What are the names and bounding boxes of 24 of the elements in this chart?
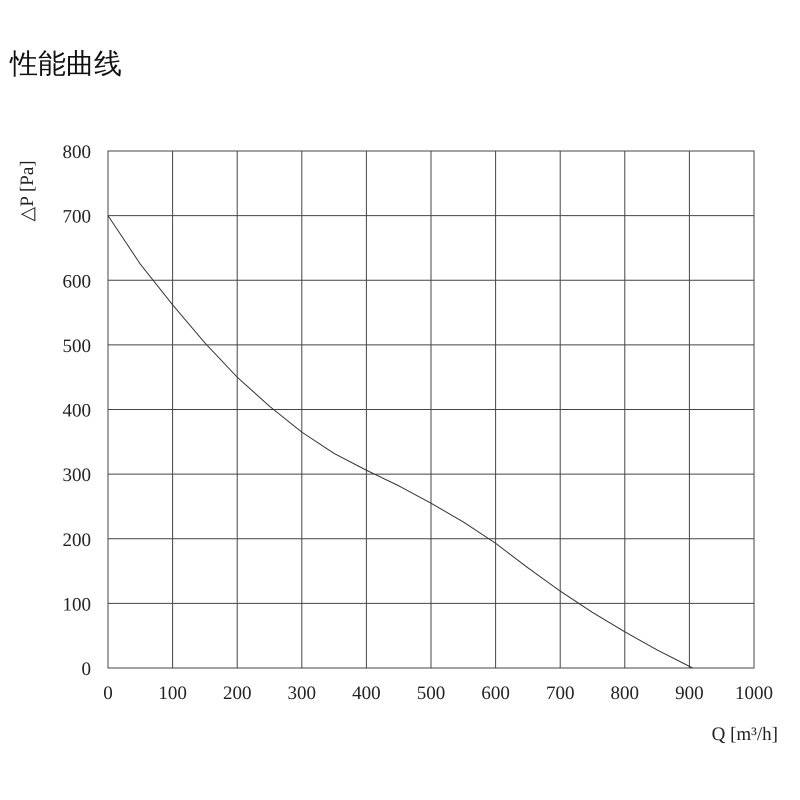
x-tick-label: 300 [288, 683, 316, 704]
y-tick-label: 0 [82, 659, 91, 680]
y-tick-label: 400 [62, 400, 91, 422]
y-axis-title: △P [Pa] [17, 160, 38, 222]
y-tick-label: 700 [62, 206, 91, 228]
x-tick-label: 200 [222, 683, 252, 704]
chart-title: 性能曲线 [9, 47, 122, 80]
y-tick-label: 300 [62, 465, 91, 486]
x-tick-label: 500 [416, 683, 446, 704]
x-tick-label: 800 [610, 683, 640, 704]
y-tick-label: 100 [62, 594, 91, 616]
x-tick-label: 100 [158, 683, 187, 704]
line-series [108, 215, 694, 668]
y-tick-label: 500 [62, 336, 91, 357]
y-tick-label: 600 [62, 271, 91, 292]
x-tick-label: 600 [481, 683, 510, 704]
x-tick-label: 900 [675, 683, 704, 704]
x-tick-label: 1000 [735, 683, 773, 704]
y-tick-label: 200 [62, 530, 91, 551]
x-axis-title: Q [m³/h] [712, 724, 778, 745]
x-tick-label: 700 [546, 683, 574, 704]
y-tick-label: 800 [62, 142, 91, 163]
x-tick-label: 0 [103, 683, 113, 704]
x-tick-label: 400 [352, 683, 381, 704]
